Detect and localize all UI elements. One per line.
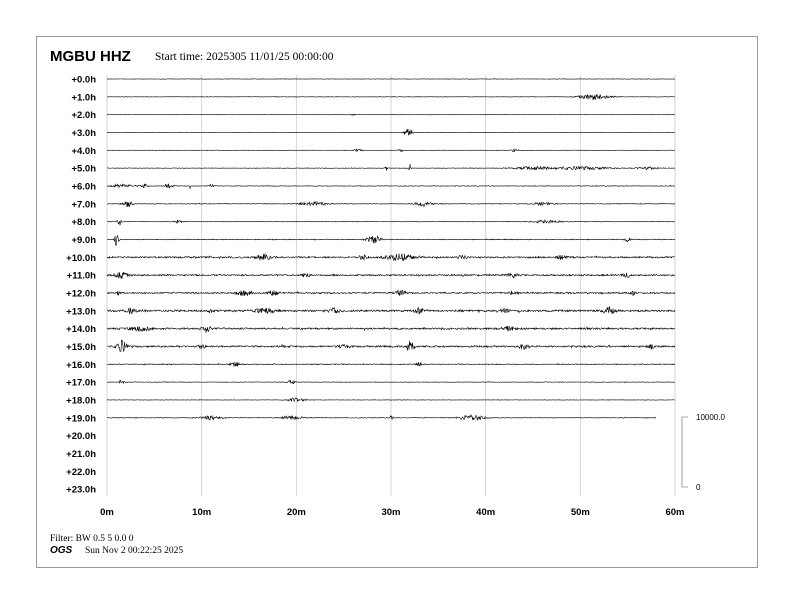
row-label: +15.0h <box>66 342 96 353</box>
row-label: +10.0h <box>66 253 96 264</box>
row-label: +12.0h <box>66 288 96 299</box>
row-label: +3.0h <box>71 128 96 139</box>
trace-row-6 <box>106 183 676 190</box>
x-tick-label: 50m <box>571 507 590 518</box>
x-tick-label: 60m <box>665 507 684 518</box>
start-time: Start time: 2025305 11/01/25 00:00:00 <box>155 51 334 63</box>
row-label: +2.0h <box>71 110 96 121</box>
filter-info: Filter: BW 0.5 5 0.0 0 <box>50 534 134 544</box>
trace-row-15 <box>107 339 676 352</box>
x-tick-label: 40m <box>476 507 495 518</box>
row-label: +22.0h <box>66 467 96 478</box>
trace-row-9 <box>106 234 676 247</box>
row-label: +7.0h <box>71 199 96 210</box>
row-label: +13.0h <box>66 306 96 317</box>
trace-row-2 <box>106 113 676 116</box>
row-label: +4.0h <box>71 146 96 157</box>
generated-time: Sun Nov 2 00:22:25 2025 <box>85 546 183 556</box>
x-tick-label: 30m <box>381 507 400 518</box>
trace-row-13 <box>106 306 676 315</box>
scale-top-label: 10000.0 <box>696 413 725 422</box>
trace-row-18 <box>106 397 676 402</box>
row-label: +16.0h <box>66 360 96 371</box>
trace-row-5 <box>106 164 676 171</box>
trace-row-1 <box>106 94 676 101</box>
row-label: +17.0h <box>66 378 96 389</box>
row-label: +14.0h <box>66 324 96 335</box>
row-label: +1.0h <box>71 92 96 103</box>
helicorder-frame <box>36 36 758 568</box>
row-label: +19.0h <box>66 413 96 424</box>
trace-row-19 <box>106 414 657 421</box>
trace-row-10 <box>106 253 676 262</box>
agency-label: OGS <box>50 545 73 556</box>
trace-row-7 <box>106 200 676 208</box>
row-label: +11.0h <box>67 271 97 282</box>
row-label: +8.0h <box>71 217 96 228</box>
row-label: +6.0h <box>71 181 96 192</box>
trace-row-3 <box>106 128 676 136</box>
trace-row-4 <box>107 148 676 153</box>
row-label: +21.0h <box>66 449 96 460</box>
trace-row-11 <box>106 271 676 279</box>
trace-row-14 <box>106 325 676 333</box>
row-label: +18.0h <box>66 395 96 406</box>
trace-row-8 <box>106 219 676 226</box>
row-label: +9.0h <box>71 235 96 246</box>
trace-row-16 <box>106 361 676 368</box>
trace-row-17 <box>106 379 676 385</box>
x-tick-label: 0m <box>100 507 114 518</box>
x-tick-label: 20m <box>287 507 306 518</box>
row-label: +20.0h <box>66 431 96 442</box>
trace-row-0 <box>106 78 676 80</box>
row-label: +5.0h <box>71 164 96 175</box>
scale-bar: 10000.0 0 <box>681 413 725 492</box>
x-tick-label: 10m <box>192 507 211 518</box>
scale-bottom-label: 0 <box>696 483 701 492</box>
station-title: MGBU HHZ <box>50 48 131 65</box>
trace-row-12 <box>106 289 676 297</box>
row-label: +23.0h <box>66 485 96 496</box>
row-label: +0.0h <box>71 75 96 86</box>
